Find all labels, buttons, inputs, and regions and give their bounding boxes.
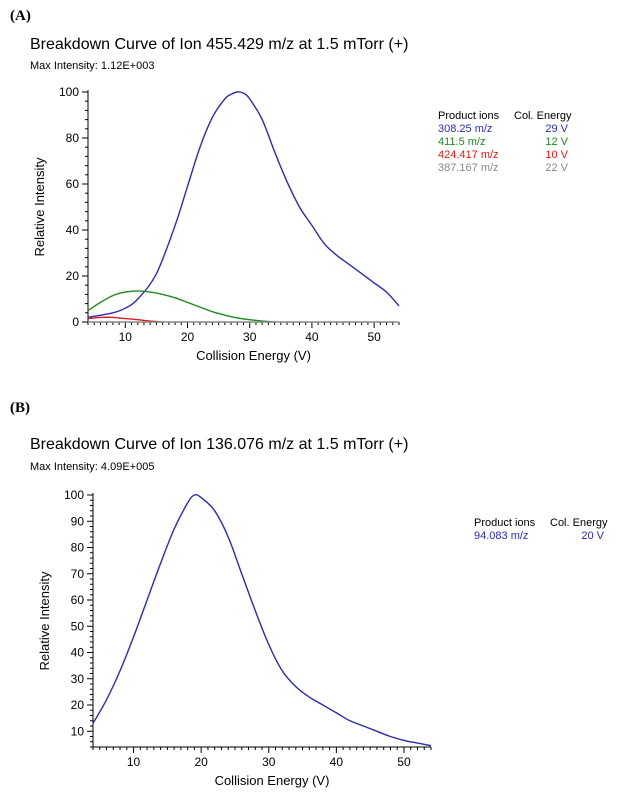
y-tick-label: 90: [71, 514, 85, 528]
panel-b-tag: (B): [10, 400, 30, 416]
legend-row: 387.167 m/z 22 V: [438, 162, 572, 175]
x-tick-label: 40: [305, 330, 319, 344]
y-tick-label: 60: [66, 177, 80, 191]
legend-ion: 308.25 m/z: [438, 123, 493, 135]
y-tick-label: 100: [64, 488, 84, 502]
panel-b-title: Breakdown Curve of Ion 136.076 m/z at 1.…: [30, 436, 409, 453]
y-tick-label: 10: [71, 724, 85, 738]
legend-energy: 29 V: [545, 123, 568, 135]
y-tick-label: 70: [71, 567, 85, 581]
legend-energy: 12 V: [545, 136, 568, 148]
legend-ion: 94.083 m/z: [474, 530, 529, 542]
panel-b-legend: Product ions Col. Energy 94.083 m/z 20 V: [474, 517, 608, 543]
chart-a: 10 20 30 40 50 0 20 40 60 80 100 Collision Energy (…: [32, 85, 400, 363]
x-tick-label: 30: [262, 755, 276, 769]
series-line: [87, 316, 163, 323]
series-line: [87, 91, 400, 319]
legend-header: Product ions Col. Energy: [474, 517, 608, 530]
legend-energy: 10 V: [545, 149, 568, 161]
legend-energy: 22 V: [545, 162, 568, 174]
legend-header: Product ions Col. Energy: [438, 110, 572, 123]
legend-header-ions: Product ions: [438, 110, 500, 122]
x-tick-label: 20: [181, 330, 195, 344]
chart-b: 10 20 30 40 50 10 20 30 40 50 60 70 80 90 100 Collision…: [37, 488, 432, 788]
y-tick-label: 40: [66, 223, 80, 237]
x-tick-label: 10: [119, 330, 133, 344]
y-tick-label: 0: [72, 315, 79, 329]
x-tick-label: 10: [127, 755, 141, 769]
y-tick-label: 30: [71, 672, 85, 686]
legend-ion: 424.417 m/z: [438, 149, 499, 161]
legend-header-energy: Col. Energy: [550, 517, 608, 529]
panel-a-title: Breakdown Curve of Ion 455.429 m/z at 1.…: [30, 36, 409, 53]
x-axis-label: Collision Energy (V): [215, 773, 330, 788]
x-tick-label: 30: [243, 330, 257, 344]
y-tick-label: 60: [71, 593, 85, 607]
series-line: [92, 493, 432, 747]
y-tick-label: 50: [71, 619, 85, 633]
legend-row: 308.25 m/z 29 V: [438, 123, 572, 136]
y-axis-label: Relative Intensity: [32, 157, 47, 256]
legend-row: 424.417 m/z 10 V: [438, 149, 572, 162]
panel-b-max-intensity: Max Intensity: 4.09E+005: [30, 461, 155, 473]
legend-header-ions: Product ions: [474, 517, 536, 529]
legend-ion: 387.167 m/z: [438, 162, 499, 174]
x-tick-label: 20: [194, 755, 208, 769]
x-tick-label: 50: [367, 330, 381, 344]
y-tick-label: 80: [66, 131, 80, 145]
legend-energy: 20 V: [581, 530, 604, 542]
y-axis-label: Relative Intensity: [37, 571, 52, 670]
y-tick-label: 20: [71, 698, 85, 712]
panel-a-max-intensity: Max Intensity: 1.12E+003: [30, 60, 155, 72]
x-tick-label: 50: [397, 755, 411, 769]
y-tick-label: 80: [71, 541, 85, 555]
legend-header-energy: Col. Energy: [514, 110, 572, 122]
y-tick-label: 100: [59, 85, 79, 99]
legend-row: 94.083 m/z 20 V: [474, 530, 608, 543]
y-tick-label: 40: [71, 646, 85, 660]
panel-a-legend: Product ions Col. Energy 308.25 m/z 29 V…: [438, 110, 572, 175]
y-tick-label: 20: [66, 269, 80, 283]
x-tick-label: 40: [330, 755, 344, 769]
legend-row: 411.5 m/z 12 V: [438, 136, 572, 149]
panel-a-tag: (A): [10, 8, 31, 24]
series-line: [87, 290, 275, 323]
x-axis-label: Collision Energy (V): [196, 348, 311, 363]
legend-ion: 411.5 m/z: [438, 136, 486, 148]
